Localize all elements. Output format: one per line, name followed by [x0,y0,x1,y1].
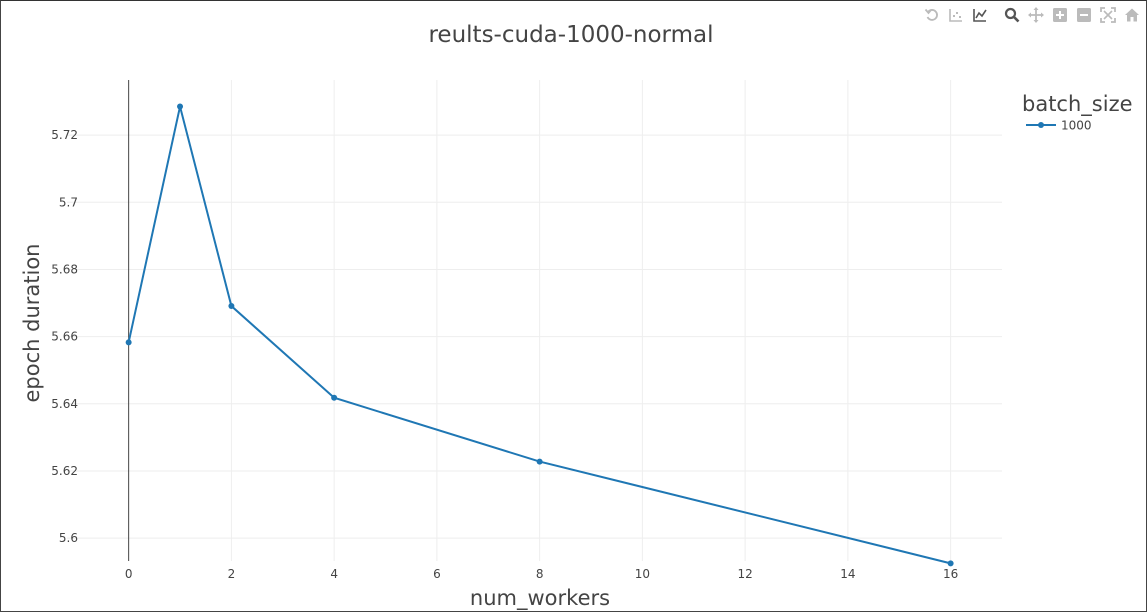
data-point[interactable] [947,560,954,567]
x-tick-label: 0 [125,567,133,581]
series-layer [125,103,954,567]
series-line-1000 [127,106,951,565]
x-tick-label: 14 [840,567,855,581]
reset-axes-icon[interactable] [1123,6,1141,24]
pan-icon[interactable] [1027,6,1045,24]
legend-title: batch_size [1022,92,1133,117]
spike-lines-icon[interactable] [971,6,989,24]
chart-title: reults-cuda-1000-normal [428,22,713,48]
grid [67,80,1002,561]
x-tick-label: 4 [330,567,338,581]
y-tick-label: 5.6 [59,531,78,545]
x-axis-title: num_workers [470,586,610,611]
compare-points-icon[interactable] [947,6,965,24]
data-point[interactable] [228,303,235,310]
legend-item-1000[interactable]: 1000 [1026,119,1092,133]
data-point[interactable] [177,103,184,110]
modebar [915,6,1141,24]
y-tick-label: 5.62 [51,464,78,478]
zoom-in-icon[interactable] [1051,6,1069,24]
data-point[interactable] [331,394,338,401]
zoom-icon[interactable] [1003,6,1021,24]
y-tick-label: 5.64 [51,397,78,411]
x-tick-label: 6 [433,567,441,581]
data-point[interactable] [125,339,132,346]
x-tick-label: 16 [943,567,958,581]
x-tick-label: 12 [737,567,752,581]
tick-labels: 0 2 4 6 8 10 12 14 16 5.6 5.62 5.64 5.66 5.68 5.7 5.72 [51,128,958,581]
x-tick-label: 10 [635,567,650,581]
data-point[interactable] [536,458,543,465]
y-tick-label: 5.7 [59,195,78,209]
undo-icon[interactable] [923,6,941,24]
legend-swatch-dot [1038,122,1044,128]
legend-entry-label: 1000 [1061,119,1092,133]
zoom-out-icon[interactable] [1075,6,1093,24]
y-tick-label: 5.68 [51,262,78,276]
x-tick-label: 2 [228,567,236,581]
y-axis-title: epoch duration [20,244,44,403]
y-tick-label: 5.66 [51,330,78,344]
legend: batch_size 1000 [1022,92,1133,133]
x-tick-label: 8 [536,567,544,581]
y-tick-label: 5.72 [51,128,78,142]
autoscale-icon[interactable] [1099,6,1117,24]
